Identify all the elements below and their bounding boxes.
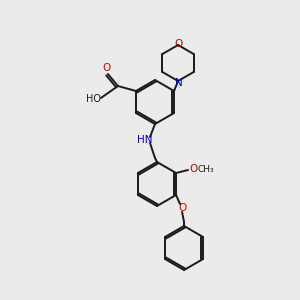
Text: HN: HN (137, 135, 153, 145)
Text: N: N (175, 78, 183, 88)
Text: CH₃: CH₃ (198, 164, 214, 173)
Text: O: O (103, 63, 111, 73)
Text: O: O (174, 39, 182, 49)
Text: HO: HO (86, 94, 101, 104)
Text: O: O (189, 164, 197, 174)
Text: O: O (178, 203, 186, 213)
